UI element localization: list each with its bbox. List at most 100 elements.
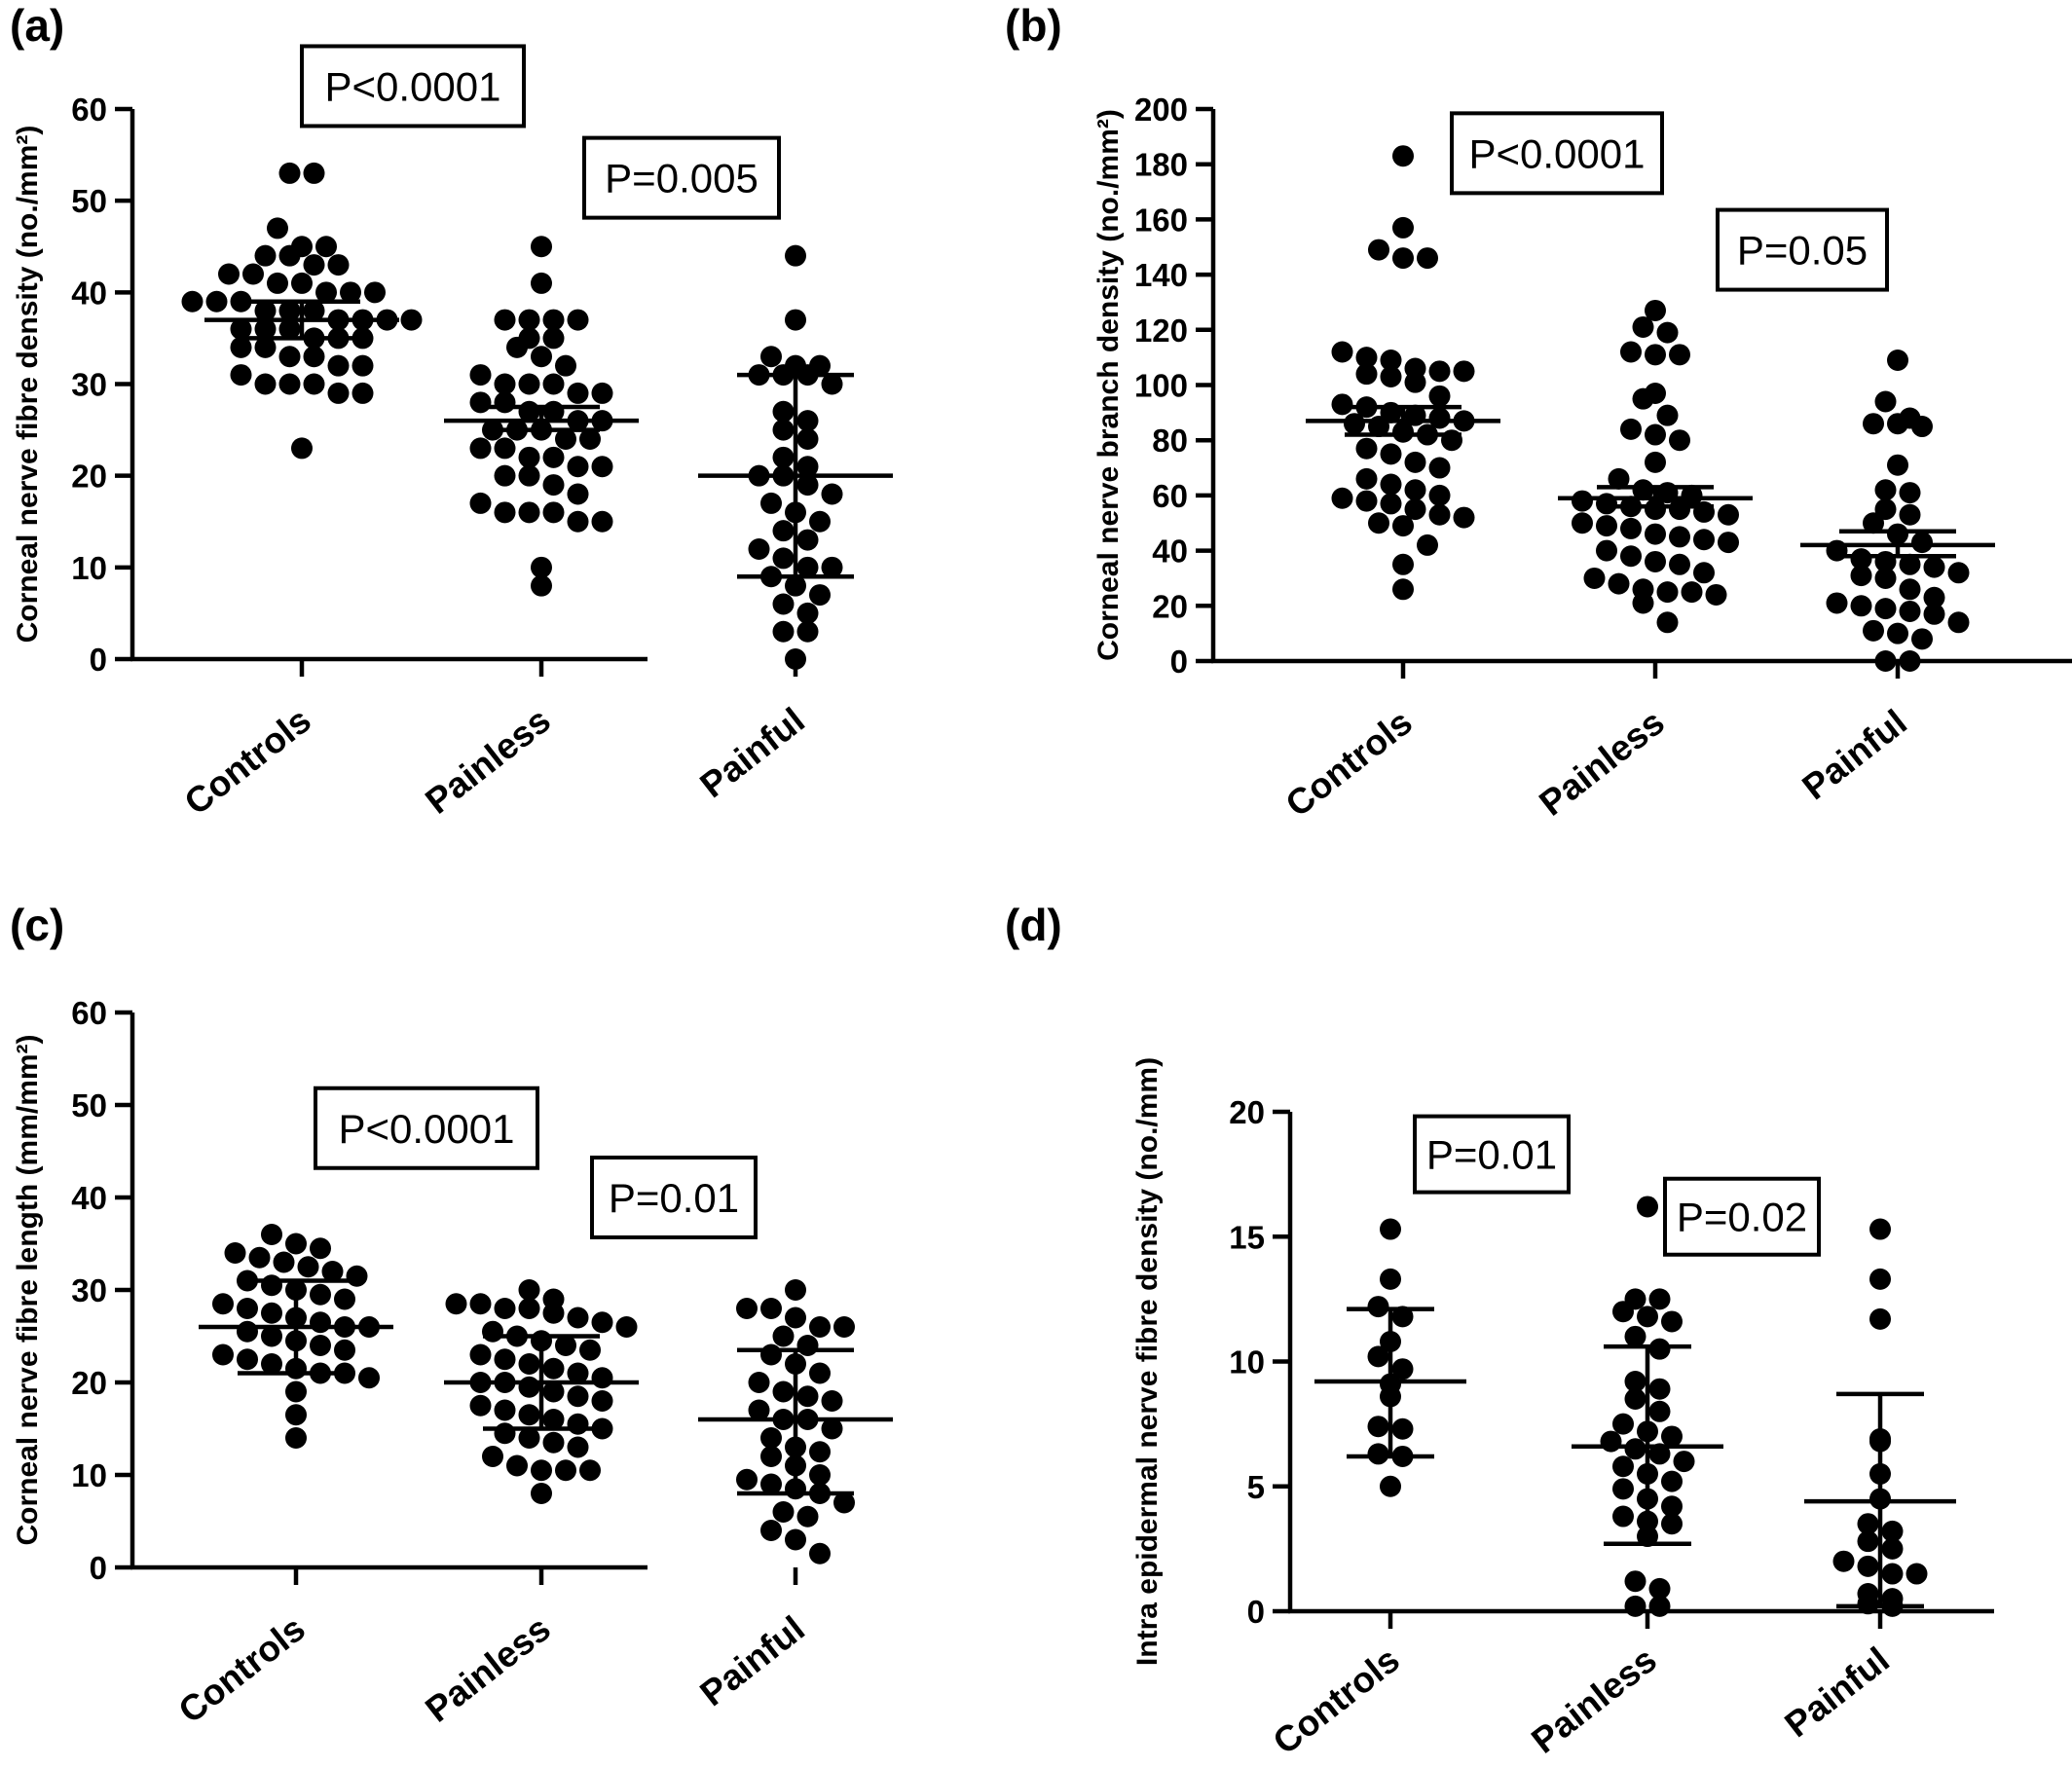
data-point — [542, 1431, 565, 1454]
data-point — [1645, 299, 1666, 321]
data-point — [1899, 503, 1921, 526]
data-point — [1857, 1583, 1879, 1605]
data-point — [1368, 512, 1389, 534]
data-point — [1344, 413, 1365, 435]
data-point — [785, 1279, 806, 1301]
data-point — [518, 464, 540, 487]
x-category-label: Painful — [1794, 702, 1913, 807]
data-point — [352, 327, 374, 350]
data-point — [1637, 1196, 1658, 1218]
data-point — [531, 272, 552, 294]
data-point — [591, 456, 613, 478]
data-point — [821, 373, 843, 395]
data-point — [772, 620, 795, 643]
x-category-label: Painful — [692, 1608, 811, 1713]
data-point — [1428, 407, 1451, 429]
data-point — [542, 446, 565, 468]
data-point — [542, 1380, 565, 1403]
data-point — [1355, 363, 1378, 386]
data-point — [1881, 1520, 1904, 1542]
data-point — [1648, 1595, 1671, 1617]
data-point — [1826, 592, 1848, 614]
data-point — [1648, 1338, 1671, 1360]
p-value-text: P=0.01 — [609, 1175, 739, 1221]
data-point — [230, 364, 252, 387]
data-point — [1608, 572, 1630, 595]
data-point — [555, 1335, 576, 1356]
data-point — [796, 1505, 819, 1528]
data-point — [821, 483, 843, 505]
data-point — [230, 290, 252, 313]
data-point — [1391, 1358, 1414, 1380]
data-point — [1887, 349, 1908, 371]
data-point — [1832, 1550, 1855, 1572]
data-point — [518, 1404, 540, 1426]
data-point — [760, 1298, 782, 1319]
data-point — [1355, 467, 1378, 490]
data-point — [772, 547, 795, 570]
data-point — [1874, 498, 1897, 521]
p-value-text: P=0.02 — [1677, 1195, 1807, 1240]
y-tick-label: 10 — [1229, 1344, 1265, 1380]
data-point — [261, 1274, 282, 1297]
data-point — [1380, 473, 1402, 496]
data-point — [1645, 523, 1666, 545]
data-point — [494, 309, 516, 331]
y-axis-title: Corneal nerve fibre length (mm/mm²) — [12, 1034, 44, 1545]
data-point — [772, 446, 795, 468]
data-point — [1572, 490, 1593, 512]
data-point — [315, 236, 337, 258]
data-point — [346, 1265, 368, 1287]
y-tick-label: 20 — [71, 459, 107, 495]
data-point — [1681, 484, 1703, 506]
y-tick-label: 20 — [1152, 588, 1188, 624]
y-tick-label: 15 — [1229, 1219, 1265, 1255]
data-point — [1380, 349, 1402, 371]
data-point — [1661, 1425, 1683, 1448]
data-point — [1869, 1307, 1891, 1330]
data-point — [212, 1293, 234, 1315]
data-point — [1661, 1470, 1683, 1492]
panel-a: (a) 0 10 20 30 40 50 60 Corneal nerve fibre dens… — [10, 0, 893, 823]
x-category-label: Controls — [177, 700, 318, 823]
x-category-label: Painful — [692, 700, 811, 805]
p-value-text: P=0.05 — [1737, 228, 1868, 274]
data-point — [542, 309, 565, 331]
data-point — [555, 428, 576, 450]
data-point — [1887, 622, 1908, 644]
data-point — [494, 1348, 516, 1371]
data-point — [1857, 1513, 1879, 1535]
data-point — [1620, 341, 1642, 363]
y-tick-label: 20 — [71, 1365, 107, 1401]
data-point — [1596, 515, 1617, 537]
data-point — [591, 1311, 613, 1334]
data-point — [821, 1417, 843, 1440]
data-point — [1947, 611, 1970, 634]
data-point — [1906, 1563, 1928, 1585]
data-point — [518, 309, 540, 331]
data-point — [1874, 390, 1897, 413]
p-value-text: P<0.0001 — [338, 1106, 514, 1152]
data-point — [1367, 1443, 1389, 1465]
data-point — [1392, 553, 1414, 575]
data-point — [772, 1380, 795, 1403]
data-point — [1899, 600, 1921, 622]
data-point — [254, 373, 277, 395]
data-point — [796, 1335, 819, 1356]
data-point — [591, 510, 613, 533]
data-point — [1600, 1430, 1622, 1453]
data-point — [321, 1261, 344, 1282]
data-point — [1624, 1570, 1646, 1593]
data-point — [1656, 611, 1679, 634]
data-point — [494, 437, 516, 460]
data-point — [1693, 562, 1715, 584]
data-point — [1624, 1438, 1646, 1460]
panel-label: (b) — [1005, 0, 1062, 51]
data-point — [1632, 315, 1654, 338]
data-point — [1612, 1478, 1634, 1500]
data-point — [542, 474, 565, 497]
data-point — [303, 300, 325, 322]
data-point — [821, 556, 843, 578]
p-value-box — [1413, 1114, 1571, 1195]
data-point — [1881, 1563, 1904, 1585]
